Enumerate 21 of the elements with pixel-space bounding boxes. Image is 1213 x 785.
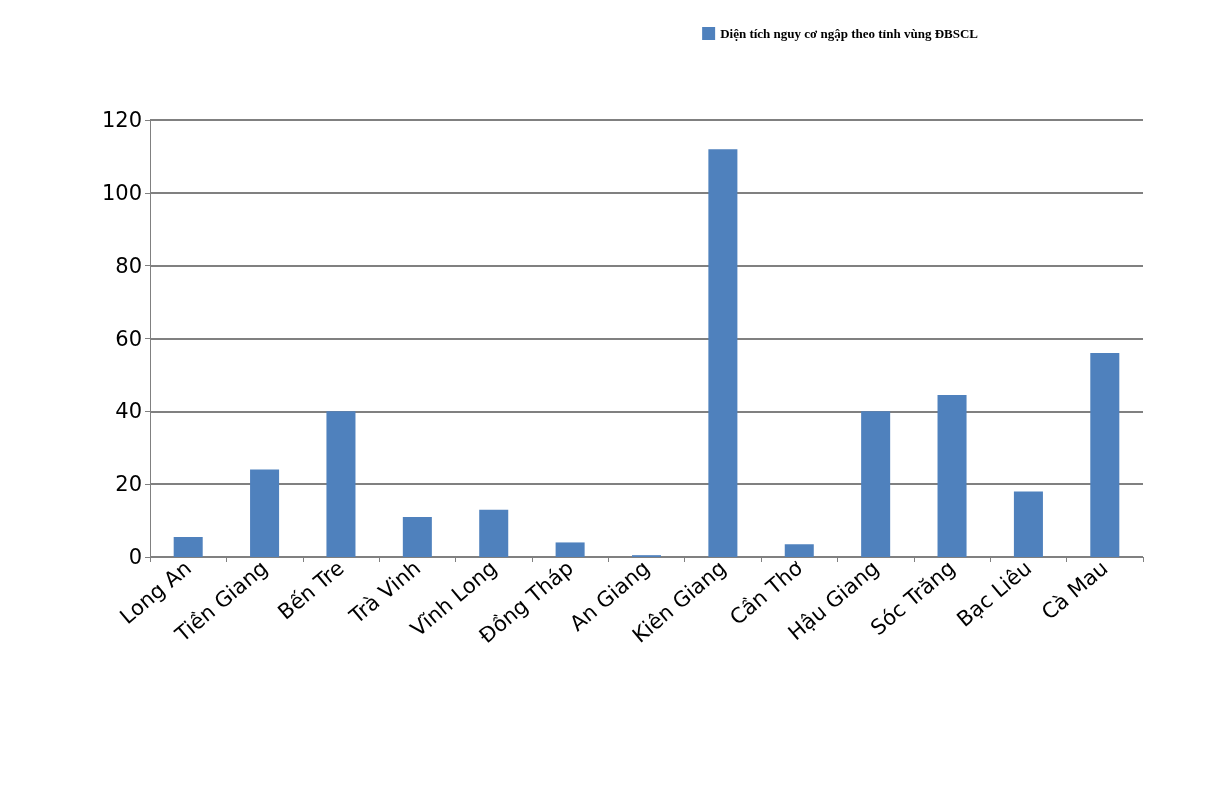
y-tick-label: 60 bbox=[115, 326, 142, 351]
y-tick-label: 120 bbox=[101, 108, 142, 132]
bar bbox=[479, 509, 509, 557]
bar bbox=[326, 411, 356, 557]
bar bbox=[402, 516, 432, 557]
x-tick-label: Cà Mau bbox=[1036, 555, 1113, 625]
bar bbox=[784, 544, 814, 557]
bar bbox=[1013, 491, 1043, 557]
y-tick-label: 40 bbox=[115, 399, 142, 424]
y-tick-label: 0 bbox=[128, 545, 142, 569]
y-tick-label: 80 bbox=[115, 253, 142, 278]
y-tick-label: 100 bbox=[101, 180, 142, 205]
bar bbox=[708, 149, 738, 557]
bar bbox=[861, 411, 891, 557]
legend-label: Diện tích nguy cơ ngập theo tỉnh vùng ĐBSCL bbox=[720, 26, 979, 41]
bar bbox=[173, 536, 203, 557]
bar bbox=[250, 469, 280, 557]
bar bbox=[937, 394, 967, 557]
bar bbox=[1090, 353, 1120, 557]
y-tick-label: 20 bbox=[115, 472, 142, 497]
bar bbox=[555, 542, 585, 557]
